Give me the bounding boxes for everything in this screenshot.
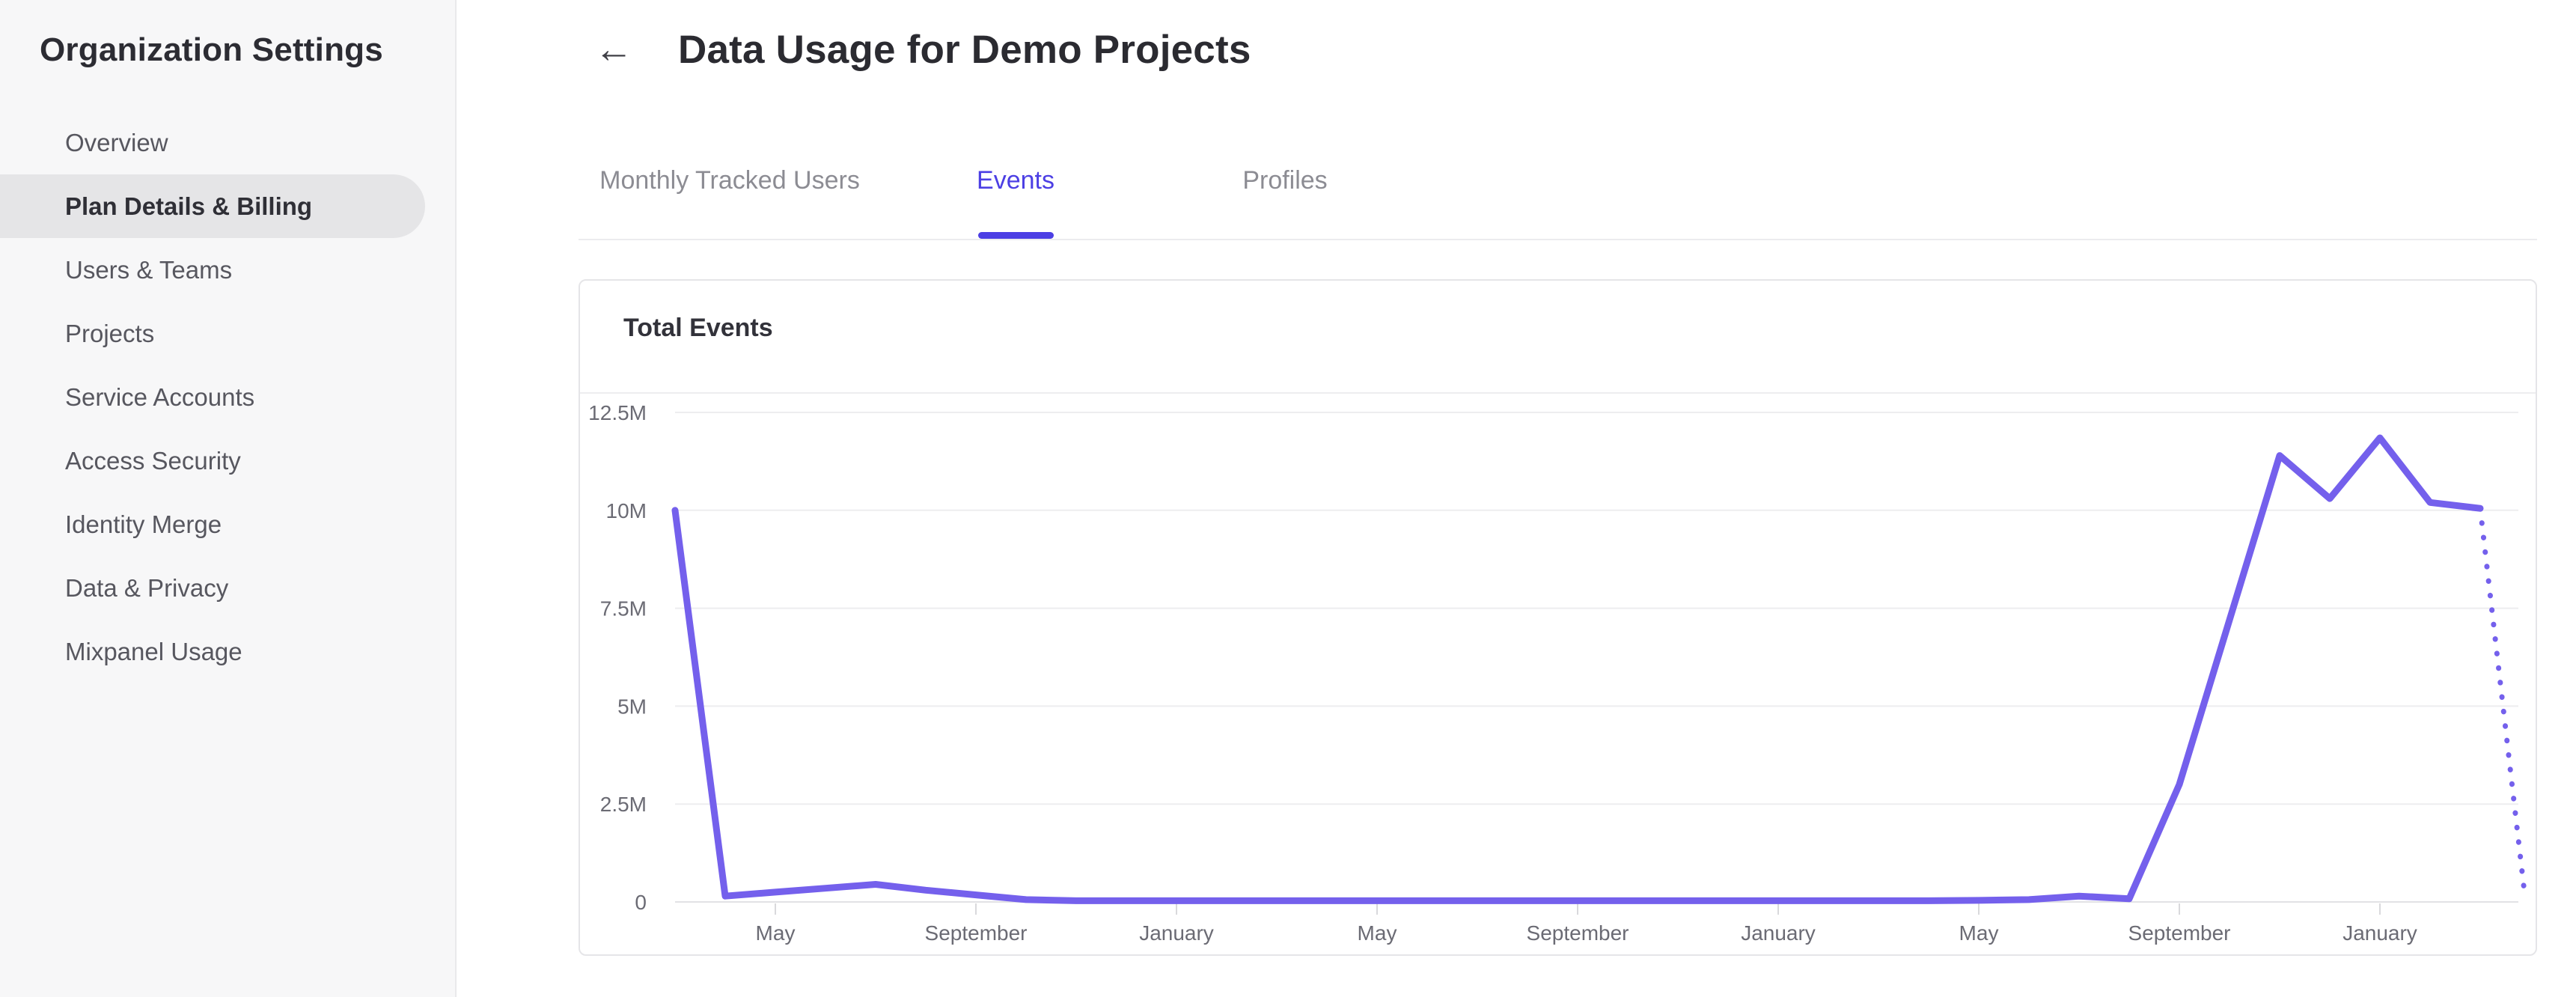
- page-title: Data Usage for Demo Projects: [678, 28, 1251, 72]
- sidebar-item-projects[interactable]: Projects: [65, 320, 155, 347]
- sidebar-item-identity-merge[interactable]: Identity Merge: [65, 510, 222, 538]
- x-axis-label-3: May: [1358, 921, 1397, 945]
- sidebar-item-service-accounts[interactable]: Service Accounts: [65, 383, 255, 411]
- y-axis-label-2.5M: 2.5M: [600, 793, 647, 816]
- back-arrow-icon: ←: [594, 28, 633, 71]
- x-axis-label-4: September: [1527, 921, 1629, 945]
- card-header-divider: [580, 392, 2536, 394]
- tab-events[interactable]: Events: [977, 166, 1054, 195]
- y-axis-label-0: 0: [635, 891, 647, 914]
- sidebar-item-data-privacy[interactable]: Data & Privacy: [65, 574, 229, 602]
- organization-settings-sidebar: Organization Settings Overview Plan Detai…: [0, 0, 457, 997]
- x-axis-label-0: May: [756, 921, 796, 945]
- x-axis-label-7: September: [2128, 921, 2231, 945]
- y-axis-label-10M: 10M: [606, 499, 647, 522]
- y-axis-label-5M: 5M: [617, 695, 647, 718]
- sidebar-item-users-teams[interactable]: Users & Teams: [65, 256, 233, 284]
- tabs-bottom-border: [579, 239, 2537, 240]
- tab-profiles[interactable]: Profiles: [1242, 166, 1328, 195]
- sidebar-item-plan-details-billing[interactable]: Plan Details & Billing: [0, 174, 425, 238]
- x-axis-label-8: January: [2342, 921, 2417, 945]
- sidebar-item-access-security[interactable]: Access Security: [65, 447, 241, 475]
- tab-monthly-tracked-users[interactable]: Monthly Tracked Users: [599, 166, 860, 195]
- sidebar-item-list: Overview Plan Details & Billing Users & Te…: [0, 111, 455, 683]
- y-axis-label-12.5M: 12.5M: [588, 401, 647, 424]
- card-title: Total Events: [623, 314, 773, 342]
- usage-tabs: Monthly Tracked Users Events Profiles: [579, 150, 2537, 241]
- x-axis-label-1: September: [925, 921, 1028, 945]
- x-axis-label-2: January: [1139, 921, 1214, 945]
- x-axis-label-6: May: [1959, 921, 1999, 945]
- back-button[interactable]: ←: [590, 22, 638, 76]
- sidebar-item-mixpanel-usage[interactable]: Mixpanel Usage: [65, 638, 242, 665]
- sidebar-title: Organization Settings: [40, 31, 383, 68]
- sidebar-item-overview[interactable]: Overview: [65, 129, 168, 156]
- events-line-projection[interactable]: [2477, 505, 2528, 901]
- events-line-series[interactable]: [671, 434, 2484, 904]
- total-events-card: Total Events 12.5M 10M 7.5M 5M 2.5M 0 May Septe…: [579, 279, 2537, 956]
- total-events-chart: 12.5M 10M 7.5M 5M 2.5M 0 May September January Ma…: [588, 401, 2528, 945]
- x-axis-label-5: January: [1741, 921, 1816, 945]
- active-tab-underline: [978, 232, 1054, 239]
- y-axis-label-7.5M: 7.5M: [600, 597, 647, 621]
